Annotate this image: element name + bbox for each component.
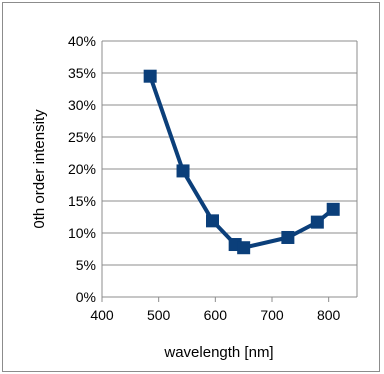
x-tick-label: 400 [90, 307, 114, 323]
x-axis-label: wavelength [nm] [163, 344, 273, 361]
x-tick-label: 700 [260, 307, 284, 323]
data-point [281, 230, 295, 244]
y-tick-label: 30% [68, 97, 96, 113]
x-tick-label: 500 [147, 307, 171, 323]
x-tick-label: 800 [317, 307, 341, 323]
y-tick-label: 35% [68, 65, 96, 81]
data-series [143, 69, 340, 255]
series-line [148, 75, 335, 250]
gridlines [101, 40, 358, 302]
y-tick-label: 40% [68, 33, 96, 49]
y-tick-label: 15% [68, 193, 96, 209]
y-tick-labels: 0% 5% 10% 15% 20% 25% 30% 35% 40% [68, 33, 96, 305]
data-point [237, 241, 251, 255]
y-tick-label: 20% [68, 161, 96, 177]
y-tick-label: 25% [68, 129, 96, 145]
y-axis-label: 0th order intensity [31, 109, 48, 229]
data-point [326, 202, 340, 216]
x-tick-label: 600 [204, 307, 228, 323]
data-point [143, 69, 157, 83]
y-tick-label: 5% [76, 257, 96, 273]
data-point [310, 215, 324, 229]
y-tick-label: 10% [68, 225, 96, 241]
data-point [206, 214, 219, 228]
y-tick-label: 0% [76, 289, 96, 305]
x-tick-labels: 400 500 600 700 800 [90, 307, 340, 323]
data-point [176, 164, 190, 178]
